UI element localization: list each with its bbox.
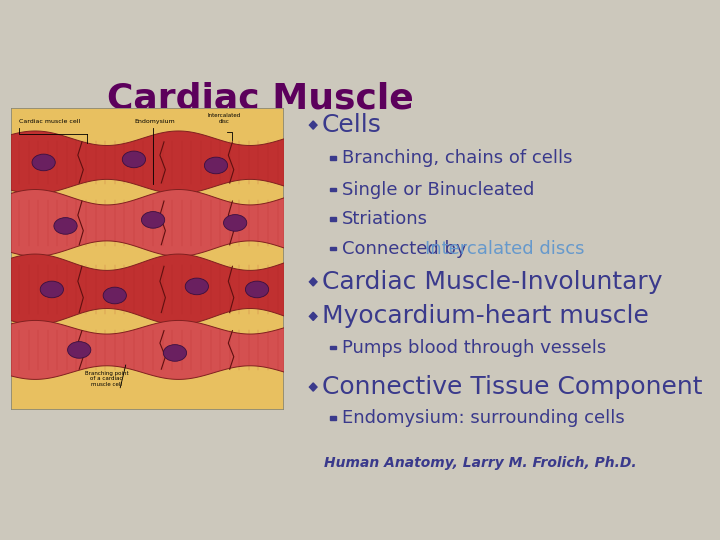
Text: Endomysium: Endomysium (134, 119, 175, 124)
Polygon shape (11, 254, 284, 325)
Text: Cardiac Muscle-Involuntary: Cardiac Muscle-Involuntary (322, 270, 662, 294)
Ellipse shape (223, 214, 247, 231)
Polygon shape (310, 121, 317, 129)
Polygon shape (330, 157, 336, 160)
Text: Single or Binucleated: Single or Binucleated (342, 180, 534, 199)
Ellipse shape (246, 281, 269, 298)
Ellipse shape (54, 218, 77, 234)
Text: Striations: Striations (342, 210, 428, 228)
Ellipse shape (32, 154, 55, 171)
Text: Pumps blood through vessels: Pumps blood through vessels (342, 339, 606, 356)
FancyBboxPatch shape (11, 108, 284, 410)
Polygon shape (330, 217, 336, 220)
Ellipse shape (122, 151, 145, 168)
Ellipse shape (103, 287, 127, 304)
Text: Connective Tissue Component: Connective Tissue Component (322, 375, 702, 399)
Text: Connected by: Connected by (342, 240, 472, 258)
Polygon shape (330, 346, 336, 349)
Ellipse shape (204, 157, 228, 174)
Text: Intercalated discs: Intercalated discs (425, 240, 585, 258)
Text: Cells: Cells (322, 113, 382, 137)
Ellipse shape (141, 212, 165, 228)
Polygon shape (11, 131, 284, 194)
Text: Branching, chains of cells: Branching, chains of cells (342, 150, 572, 167)
Text: Myocardium-heart muscle: Myocardium-heart muscle (322, 305, 649, 328)
Ellipse shape (185, 278, 209, 295)
Polygon shape (330, 188, 336, 191)
Text: Human Anatomy, Larry M. Frolich, Ph.D.: Human Anatomy, Larry M. Frolich, Ph.D. (324, 456, 637, 470)
Polygon shape (330, 247, 336, 251)
Text: Cardiac muscle cell: Cardiac muscle cell (19, 119, 80, 124)
Ellipse shape (40, 281, 63, 298)
Polygon shape (310, 312, 317, 320)
Text: Branching point
of a cardiac
muscle cell: Branching point of a cardiac muscle cell (85, 370, 128, 387)
Polygon shape (330, 416, 336, 420)
Polygon shape (11, 320, 284, 380)
Text: Endomysium: surrounding cells: Endomysium: surrounding cells (342, 409, 625, 427)
Text: Intercalated
disc: Intercalated disc (207, 113, 240, 124)
Polygon shape (11, 190, 284, 256)
Ellipse shape (68, 342, 91, 358)
Polygon shape (310, 383, 317, 391)
Polygon shape (11, 108, 284, 410)
Text: Cardiac Muscle: Cardiac Muscle (107, 82, 413, 116)
Ellipse shape (163, 345, 186, 361)
Polygon shape (310, 278, 317, 286)
